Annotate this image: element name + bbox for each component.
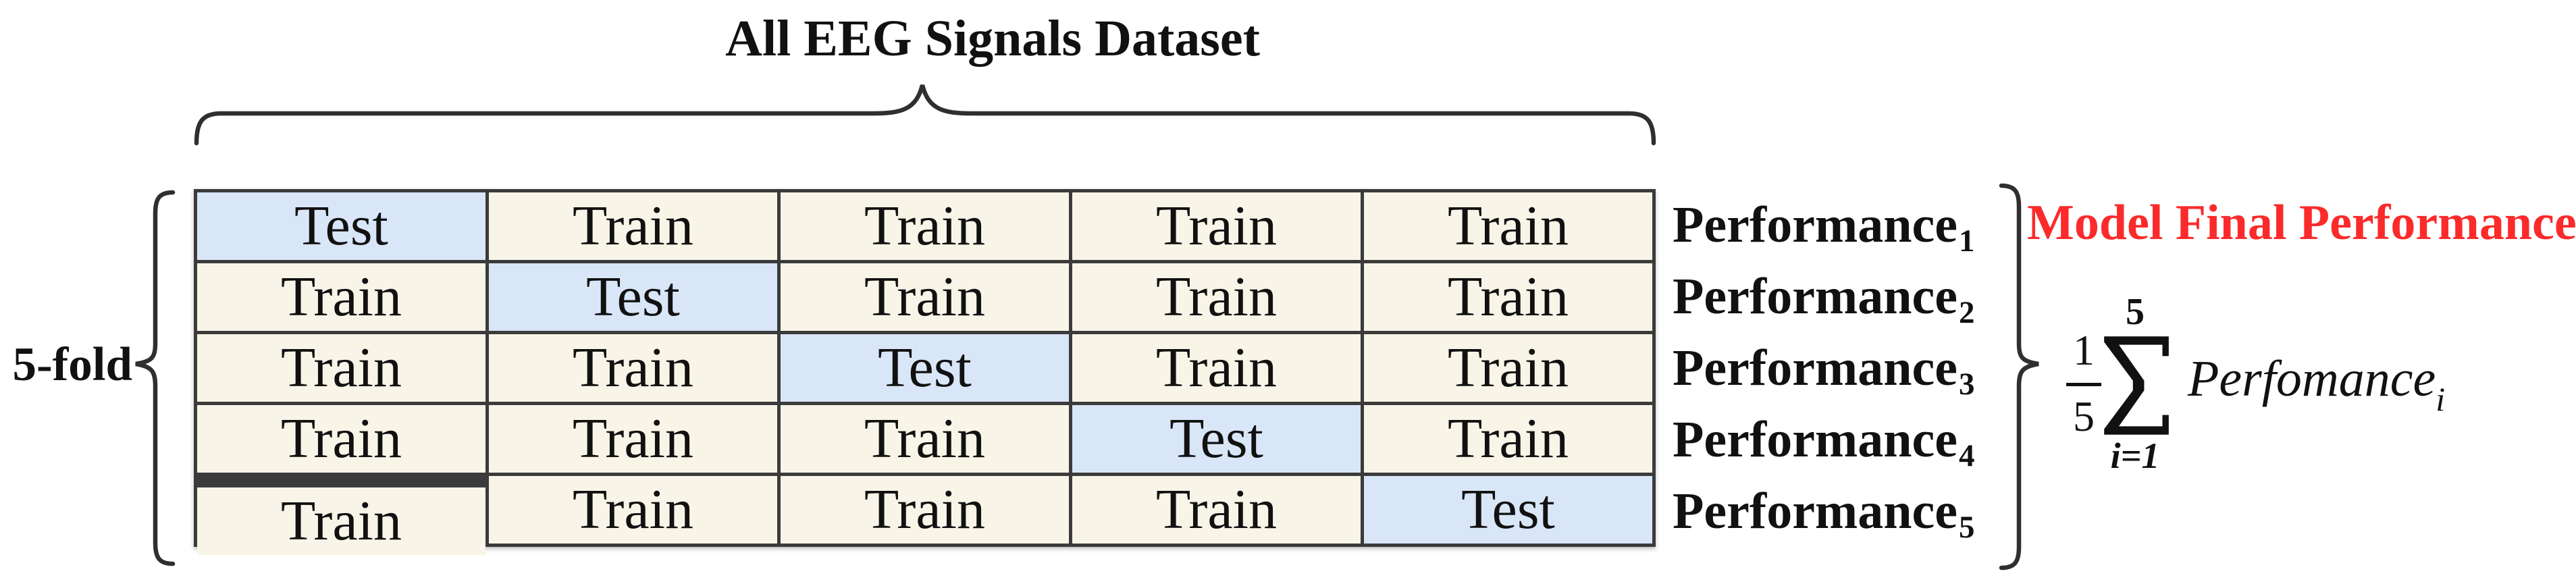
table-cell: Train [197,263,485,331]
performance-label-base: Performance [1673,339,1957,396]
formula-body-text: Perfomance [2188,350,2436,407]
table-cell: Train [1364,334,1652,402]
performance-label-base: Performance [1673,411,1957,468]
table-cell: Train [197,334,485,402]
performance-label-base: Performance [1673,267,1957,325]
formula-fraction-numerator: 1 [2073,326,2095,374]
formula-body: Perfomancei [2188,350,2445,418]
performance-label-subscript: 4 [1958,438,1975,473]
left-brace-icon [135,190,176,566]
table-cell: Train [489,192,777,260]
sigma-icon [2104,336,2169,435]
table-cell: Train [1364,263,1652,331]
table-cell: Train [489,334,777,402]
table-cell: Train [1072,476,1361,544]
table-cell: Test [1364,476,1652,544]
table-cell: Train [1072,192,1361,260]
table-cell: Train [489,405,777,473]
fold-count-label: 5-fold [12,338,133,391]
table-cell: Train [781,192,1069,260]
formula-sum-lower-limit: i=1 [2110,435,2160,476]
performance-label-1: Performance 1 [1673,189,1990,261]
table-cell: Train [197,405,485,473]
performance-label-5: Performance 5 [1673,475,1990,547]
table-cell: Train [1364,192,1652,260]
model-final-performance-label: Model Final Performance [2027,195,2576,250]
table-cell: Train [1364,405,1652,473]
top-brace-icon [194,84,1656,146]
formula-body-subscript: i [2436,380,2446,418]
performance-label-4: Performance 4 [1673,404,1990,475]
formula-fraction-bar [2066,383,2101,386]
table-cell: Test [781,334,1069,402]
table-cell: Test [197,192,485,260]
table-cell: Train [781,263,1069,331]
table-cell: Train [1072,334,1361,402]
performance-label-subscript: 1 [1958,223,1975,259]
table-cell: Train [781,476,1069,544]
performance-label-base: Performance [1673,196,1957,253]
table-cell: Train [781,405,1069,473]
performance-label-2: Performance 2 [1673,261,1990,332]
formula-sum-upper-limit: 5 [2126,291,2145,333]
table-cell: Train [197,487,485,555]
figure-title: All EEG Signals Dataset [725,10,1260,67]
table-cell: Train [1072,263,1361,331]
performance-label-subscript: 3 [1958,367,1975,402]
formula-fraction-denominator: 5 [2073,392,2095,440]
table-cell: Train [489,476,777,544]
performance-label-subscript: 2 [1958,295,1975,330]
performance-label-subscript: 5 [1958,510,1975,545]
performance-label-base: Performance [1673,482,1957,539]
table-cell: Test [1072,405,1361,473]
right-brace-icon [1999,183,2039,571]
table-cell: Test [489,263,777,331]
cross-validation-table: Test Train Train Train Train Train Test … [194,189,1656,555]
performance-label-3: Performance 3 [1673,332,1990,404]
